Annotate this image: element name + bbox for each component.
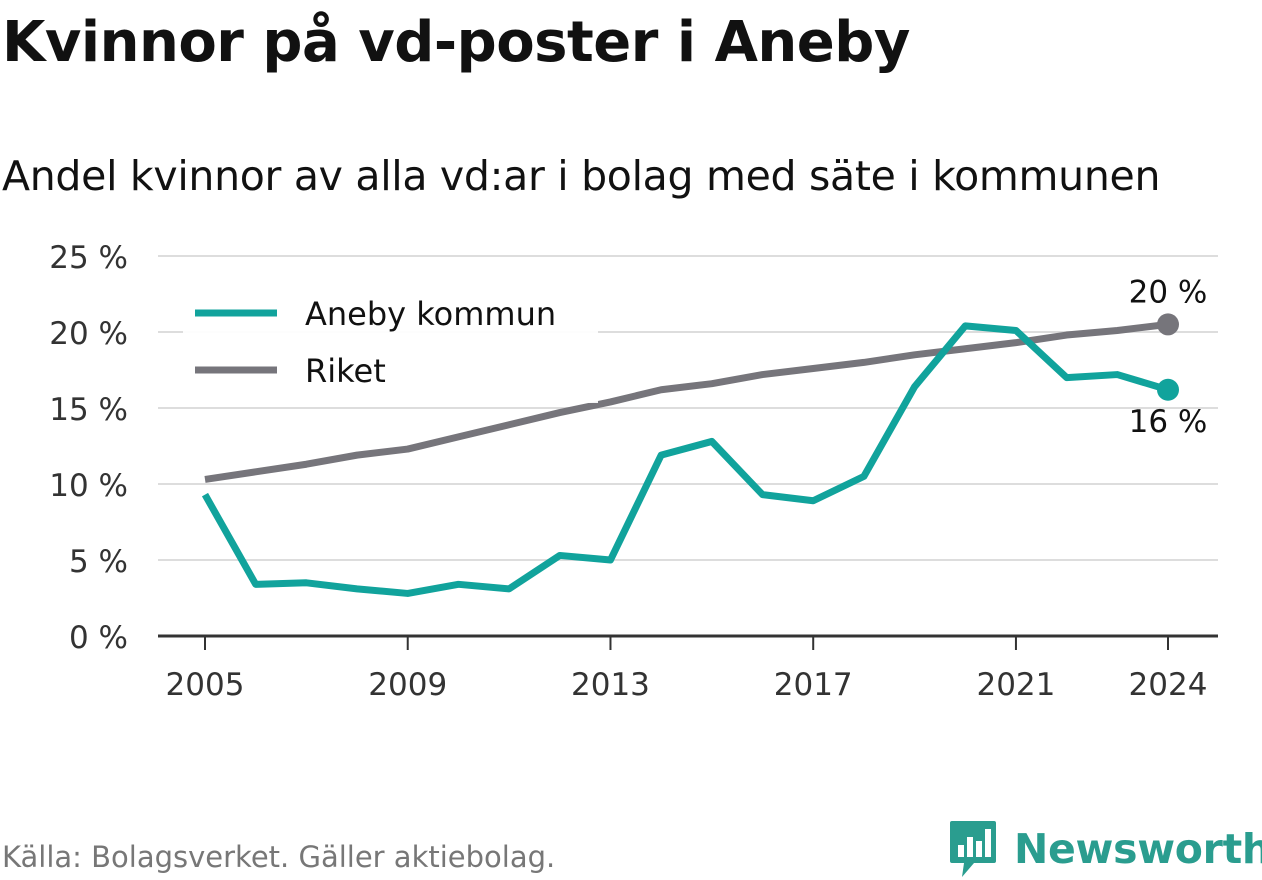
series-end-marker <box>1157 378 1179 401</box>
x-tick-label: 2021 <box>976 667 1055 703</box>
end-label-riket: 20 % <box>1129 274 1208 310</box>
legend-label: Riket <box>305 352 386 390</box>
chart-title: Kvinnor på vd-poster i Aneby <box>2 10 910 75</box>
y-tick-label: 0 % <box>69 620 128 656</box>
x-tick-label: 2005 <box>166 667 245 703</box>
chart-subtitle: Andel kvinnor av alla vd:ar i bolag med … <box>2 152 1161 200</box>
legend-background <box>183 285 598 403</box>
y-tick-label: 15 % <box>49 392 128 428</box>
x-tick-label: 2017 <box>774 667 853 703</box>
y-tick-label: 5 % <box>69 544 128 580</box>
legend: Aneby kommun Riket <box>183 285 598 403</box>
source-note: Källa: Bolagsverket. Gäller aktiebolag. <box>2 840 556 874</box>
series-lines: 16 % 20 % <box>201 274 1208 597</box>
series-line-0 <box>201 322 1170 597</box>
brand-name: Newsworthy <box>1014 825 1262 873</box>
y-tick-label: 10 % <box>49 468 128 504</box>
y-tick-label: 20 % <box>49 316 128 352</box>
legend-label: Aneby kommun <box>305 295 556 333</box>
x-tick-label: 2013 <box>571 667 650 703</box>
series-line-1 <box>204 320 1169 483</box>
y-tick-label: 25 % <box>49 240 128 276</box>
y-axis-ticks: 0 % 5 % 10 % 15 % 20 % 25 % <box>49 240 128 656</box>
x-axis-ticks: 2005 2009 2013 2017 2021 2024 <box>166 636 1208 703</box>
gridlines <box>158 255 1218 638</box>
end-label-aneby: 16 % <box>1129 404 1208 440</box>
x-tick-label: 2024 <box>1129 667 1208 703</box>
brand-logo: Newsworthy <box>948 818 1262 880</box>
series-end-marker <box>1157 313 1179 336</box>
x-tick-label: 2009 <box>368 667 447 703</box>
newsworthy-logo-icon <box>950 821 996 877</box>
